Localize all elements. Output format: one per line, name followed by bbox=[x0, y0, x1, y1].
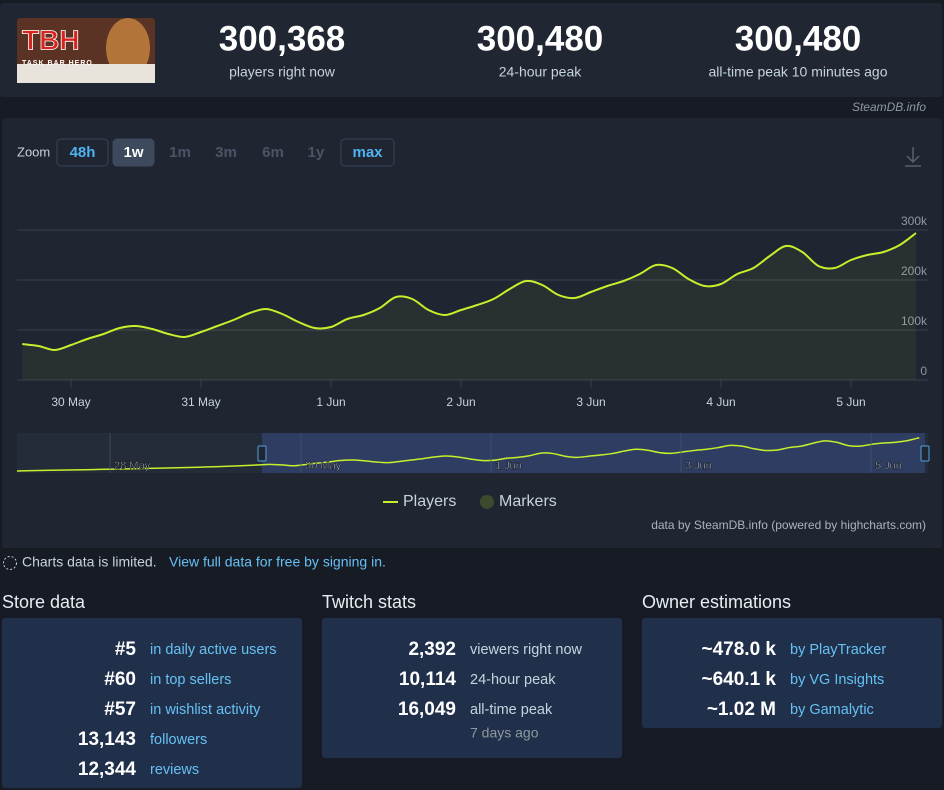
source: SteamDB.info bbox=[852, 100, 926, 114]
navigator-label: 30 May bbox=[305, 460, 342, 472]
row-value: 13,143 bbox=[78, 729, 136, 750]
row-label[interactable]: in daily active users bbox=[150, 642, 277, 658]
row-value: 2,392 bbox=[408, 639, 456, 660]
credit: data by SteamDB.info (powered by highcha… bbox=[651, 518, 926, 532]
y-tick-label: 0 bbox=[920, 364, 927, 378]
notice-text: Charts data is limited. bbox=[22, 554, 157, 570]
section-panel bbox=[2, 618, 302, 788]
navigator-label: 28 May bbox=[114, 460, 151, 472]
line bbox=[22, 232, 917, 352]
section-panel bbox=[322, 618, 622, 758]
navigator-line bbox=[269, 436, 920, 467]
y-tick-label: 200k bbox=[901, 264, 928, 278]
x-tick-label: 4 Jun bbox=[706, 395, 735, 409]
download-icon[interactable] bbox=[905, 147, 921, 167]
y-tick-label: 100k bbox=[901, 314, 928, 328]
row-value: 12,344 bbox=[78, 759, 137, 780]
row-label[interactable]: in wishlist activity bbox=[150, 702, 261, 718]
section-title: Twitch stats bbox=[322, 592, 416, 612]
row-value: #57 bbox=[104, 699, 136, 720]
legend-label[interactable]: Markers bbox=[499, 493, 557, 510]
legend-label[interactable]: Players bbox=[403, 493, 456, 510]
row-value: 16,049 bbox=[398, 699, 456, 720]
zoom-button-label[interactable]: 1w bbox=[123, 144, 143, 161]
section-title: Store data bbox=[2, 592, 86, 612]
zoom-button-label: 1y bbox=[308, 144, 325, 161]
row-label: viewers right now bbox=[470, 642, 583, 658]
navigator-label: 3 Jun bbox=[685, 460, 712, 472]
x-tick-label: 1 Jun bbox=[316, 395, 345, 409]
header-panel bbox=[0, 3, 942, 97]
zoom-button[interactable] bbox=[112, 138, 155, 167]
x-tick-label: 3 Jun bbox=[576, 395, 605, 409]
logo-strip bbox=[17, 64, 155, 83]
row-note: 7 days ago bbox=[470, 725, 539, 741]
row-label[interactable]: followers bbox=[150, 732, 207, 748]
row-label[interactable]: by Gamalytic bbox=[790, 702, 874, 718]
navigator-label: 5 Jun bbox=[875, 460, 902, 472]
zoom-button-label[interactable]: max bbox=[352, 144, 383, 161]
row-label[interactable]: reviews bbox=[150, 762, 199, 778]
x-tick-label: 31 May bbox=[181, 395, 220, 409]
zoom-button[interactable] bbox=[340, 138, 395, 167]
zoom-button[interactable] bbox=[56, 138, 109, 167]
zoom-button-label: 3m bbox=[215, 144, 237, 161]
row-value: 10,114 bbox=[399, 669, 456, 690]
row-label: all-time peak bbox=[470, 702, 553, 718]
logo-art bbox=[106, 18, 150, 78]
navigator-handle[interactable] bbox=[920, 445, 930, 462]
row-label: 24-hour peak bbox=[470, 672, 556, 688]
zoom-button-label: 6m bbox=[262, 144, 284, 161]
row-value: #5 bbox=[115, 639, 137, 660]
row-label[interactable]: by PlayTracker bbox=[790, 642, 886, 658]
section-title: Owner estimations bbox=[642, 592, 791, 612]
logo-title: TBH bbox=[22, 24, 80, 55]
row-value: ~1.02 M bbox=[707, 699, 776, 720]
legend-swatch bbox=[480, 495, 494, 509]
navigator-handle[interactable] bbox=[257, 445, 267, 462]
row-label[interactable]: by VG Insights bbox=[790, 672, 884, 688]
row-value: ~640.1 k bbox=[702, 669, 777, 690]
row-value: #60 bbox=[104, 669, 136, 690]
navigator-selection[interactable] bbox=[262, 433, 925, 473]
x-tick-label: 2 Jun bbox=[446, 395, 475, 409]
stat-value: 300,368 bbox=[219, 19, 346, 58]
notice-link[interactable]: View full data for free by signing in. bbox=[169, 554, 386, 570]
stat-label: players right now bbox=[229, 64, 336, 80]
stat-value: 300,480 bbox=[735, 19, 862, 58]
logo-subtitle: TASK BAR HERO bbox=[22, 60, 93, 67]
area bbox=[22, 233, 916, 380]
navigator-line-history bbox=[16, 463, 270, 472]
row-value: ~478.0 k bbox=[702, 639, 777, 660]
zoom-label: Zoom bbox=[17, 144, 50, 159]
x-tick-label: 30 May bbox=[51, 395, 90, 409]
zoom-button-label: 1m bbox=[169, 144, 191, 161]
limited-icon bbox=[3, 556, 17, 570]
stat-value: 300,480 bbox=[477, 19, 604, 58]
stat-label: all-time peak 10 minutes ago bbox=[709, 64, 888, 80]
y-tick-label: 300k bbox=[901, 214, 928, 228]
x-tick-label: 5 Jun bbox=[836, 395, 865, 409]
row-label[interactable]: in top sellers bbox=[150, 672, 231, 688]
zoom-button-label[interactable]: 48h bbox=[70, 144, 96, 161]
stat-label: 24-hour peak bbox=[499, 64, 583, 80]
navigator-label: 1 Jun bbox=[495, 460, 522, 472]
section-panel bbox=[642, 618, 942, 728]
